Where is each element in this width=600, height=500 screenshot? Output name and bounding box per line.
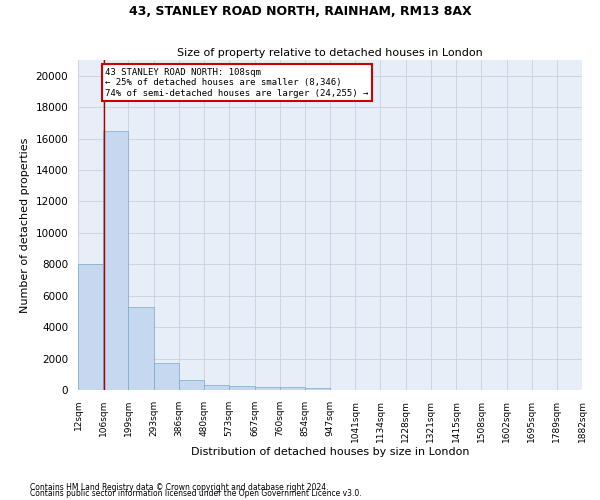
Text: 43, STANLEY ROAD NORTH, RAINHAM, RM13 8AX: 43, STANLEY ROAD NORTH, RAINHAM, RM13 8A… xyxy=(128,5,472,18)
Title: Size of property relative to detached houses in London: Size of property relative to detached ho… xyxy=(177,48,483,58)
Bar xyxy=(254,387,280,390)
Bar xyxy=(204,384,229,390)
Y-axis label: Number of detached properties: Number of detached properties xyxy=(20,138,30,312)
Text: 43 STANLEY ROAD NORTH: 108sqm
← 25% of detached houses are smaller (8,346)
74% o: 43 STANLEY ROAD NORTH: 108sqm ← 25% of d… xyxy=(105,68,368,98)
Bar xyxy=(78,264,103,390)
Bar xyxy=(280,388,305,390)
Text: Contains public sector information licensed under the Open Government Licence v3: Contains public sector information licen… xyxy=(30,489,362,498)
Bar xyxy=(305,388,330,390)
Bar xyxy=(154,362,179,390)
X-axis label: Distribution of detached houses by size in London: Distribution of detached houses by size … xyxy=(191,448,469,458)
Bar xyxy=(229,386,254,390)
Bar xyxy=(179,380,204,390)
Bar xyxy=(128,306,154,390)
Bar xyxy=(103,130,128,390)
Text: Contains HM Land Registry data © Crown copyright and database right 2024.: Contains HM Land Registry data © Crown c… xyxy=(30,483,329,492)
